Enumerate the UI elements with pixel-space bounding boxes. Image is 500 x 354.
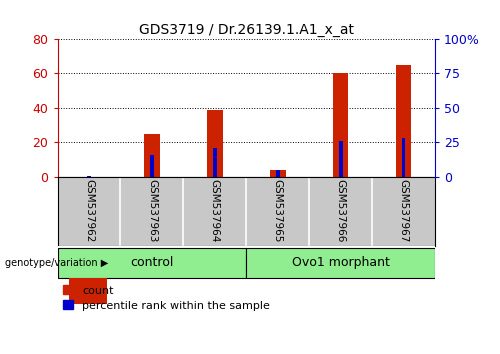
Bar: [207, 110, 222, 177]
Bar: [87, 176, 91, 177]
Bar: [69, 278, 106, 304]
Title: GDS3719 / Dr.26139.1.A1_x_at: GDS3719 / Dr.26139.1.A1_x_at: [139, 23, 354, 36]
Bar: [144, 134, 160, 177]
Text: GSM537963: GSM537963: [147, 179, 157, 242]
Bar: [213, 148, 216, 177]
Bar: [270, 170, 285, 177]
Text: control: control: [130, 256, 174, 269]
Legend: count, percentile rank within the sample: count, percentile rank within the sample: [63, 285, 270, 310]
Bar: [333, 73, 348, 177]
Text: GSM537967: GSM537967: [398, 179, 408, 242]
Text: GSM537966: GSM537966: [336, 179, 345, 242]
Text: GSM537965: GSM537965: [272, 179, 282, 242]
Bar: [58, 248, 246, 278]
Bar: [276, 170, 280, 177]
Bar: [396, 65, 411, 177]
Bar: [402, 138, 406, 177]
Text: Ovo1 morphant: Ovo1 morphant: [292, 256, 390, 269]
Text: GSM537962: GSM537962: [84, 179, 94, 242]
Text: GSM537964: GSM537964: [210, 179, 220, 242]
Bar: [246, 248, 435, 278]
Bar: [338, 141, 342, 177]
Text: genotype/variation ▶: genotype/variation ▶: [5, 258, 108, 268]
Bar: [150, 155, 154, 177]
